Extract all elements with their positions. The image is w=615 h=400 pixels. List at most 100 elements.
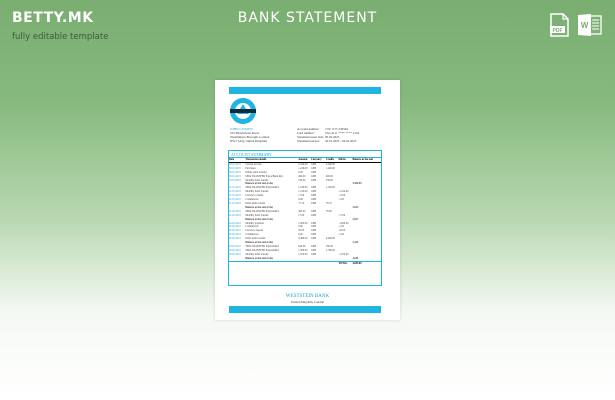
table-cell: 17.00 <box>298 194 305 198</box>
table-cell: 780.00 <box>325 244 333 248</box>
table-row: 31.01.2023 Commission 0.00 GBP -1.20 <box>229 198 381 202</box>
footer-bar <box>229 306 381 313</box>
table-cell: GBP <box>311 190 317 194</box>
table-cell: SEPA TRANSFER PaymentRef. <box>245 248 280 252</box>
table-cell: 2,240.00 <box>325 162 335 166</box>
table-cell: 03.02.2023 <box>229 244 241 248</box>
table-cell: GBP <box>311 174 317 178</box>
table-cell: GBP <box>311 170 317 174</box>
table-cell: GBP <box>311 229 317 233</box>
table-cell: 4,490.00 <box>325 237 335 241</box>
table-row: Balance at the end of day 2,345 <box>229 241 381 245</box>
table-cell: GBP <box>311 209 317 213</box>
footer-location: United Kingdom, London <box>290 300 325 304</box>
column-header: Credits <box>325 158 339 163</box>
pdf-file-icon[interactable]: PDF <box>549 13 570 37</box>
tagline: fully editable template <box>12 32 109 42</box>
table-cell: 1,190.00 <box>298 186 308 190</box>
table-cell: GBP <box>311 248 317 252</box>
word-file-icon[interactable]: W <box>577 13 602 37</box>
table-cell: 30.01.2023 <box>229 178 241 182</box>
table-cell: GBP <box>311 198 317 202</box>
table-cell: 2,240.00 <box>298 162 308 166</box>
table-row: 03.02.2023 SEPA TRANSFER PaymentRef. 640.0… <box>229 245 381 249</box>
table-row: 30.01.2023 Online debit transfer 0.00 GBP <box>229 171 381 175</box>
table-cell: 495.00 <box>298 209 306 213</box>
table-cell: -1.20 <box>338 233 344 237</box>
total-value: 4,645.00 <box>352 260 381 266</box>
bank-logo <box>230 98 256 124</box>
customer-name: JOHN CITIZEN <box>230 127 253 131</box>
table-cell: GBP <box>311 252 317 256</box>
table-cell: GBP <box>311 194 317 198</box>
table-cell: 31.01.2023 <box>229 186 241 190</box>
table-cell: 30.01.2023 <box>229 170 241 174</box>
account-summary: ACCOUNT SUMMARY Date Transaction details A… <box>228 150 382 286</box>
table-row: 30.01.2023 SEPA TRANSFER Payee/Bank Ref. 4… <box>229 175 381 179</box>
table-cell: GBP <box>311 178 317 182</box>
table-cell: 1,240.00 <box>298 166 308 170</box>
table-row: 30.01.2023 Purchases 1,240.00 GBP 1,240.00 <box>229 167 381 171</box>
table-row: 31.01.2023 Debit debit transfer 77.70 GBP 78… <box>229 202 381 206</box>
table-cell: 02.02.2023 <box>229 233 241 237</box>
account-value: 7 00 1175 236504 <box>325 127 348 131</box>
account-label: Statement issue date: <box>297 135 324 139</box>
summary-title: ACCOUNT SUMMARY <box>229 151 381 158</box>
column-header: Date <box>229 158 246 163</box>
table-cell: GBP <box>311 225 317 229</box>
table-cell: GBP <box>311 233 317 237</box>
table-cell: 490.00 <box>298 174 306 178</box>
table-cell: 01.02.2023 <box>229 213 241 217</box>
table-cell: 78.70 <box>325 201 332 205</box>
table-cell: 3,645 <box>352 256 359 260</box>
column-header: Currency <box>311 158 326 163</box>
account-label: Account number: <box>297 127 320 131</box>
table-row: 02.02.2023 Debit debit transfer 4,490.00 GB… <box>229 237 381 241</box>
column-header: Transaction details <box>245 158 299 163</box>
table-cell: 0.00 <box>298 170 303 174</box>
table-cell: 640.00 <box>298 244 306 248</box>
table-cell: Monthly payment <box>245 221 264 225</box>
table-row: 30.01.2023 Monthly debit transfer 530.00 GB… <box>229 179 381 183</box>
table-row: Balance at the end of day 2,637 <box>229 218 381 222</box>
account-label: Card number: <box>297 131 315 135</box>
table-cell: -1.20 <box>338 225 344 229</box>
table-cell: 02.02.2023 <box>229 229 241 233</box>
table-cell: Balance at the end of day <box>245 241 274 245</box>
table-cell: 530.00 <box>298 178 306 182</box>
svg-text:PDF: PDF <box>553 28 563 34</box>
table-cell: GBP <box>311 166 317 170</box>
table-cell: GBP <box>311 162 317 166</box>
total-row: TOTAL 4,645.00 <box>229 260 381 266</box>
table-row: Balance at the end of day 2,623 <box>229 206 381 210</box>
transactions-table: Date Transaction details Amount Currency Cre… <box>229 158 381 266</box>
table-cell: Commission <box>245 233 259 237</box>
table-cell: 02.02.2023 <box>229 237 241 241</box>
table-cell: 4,490.00 <box>298 237 308 241</box>
header-bar <box>229 87 381 94</box>
table-cell: Balance at the end of day <box>245 182 274 186</box>
table-cell: Balance at the end of day <box>245 205 274 209</box>
table-cell: 02.02.2023 <box>229 221 241 225</box>
table-cell: 1,580.00 <box>298 248 308 252</box>
table-row: Balance at the end of day 4,500.00 <box>229 182 381 186</box>
table-cell: -17.00 <box>338 194 346 198</box>
table-cell: 1,214.00 <box>298 190 308 194</box>
table-row: 02.02.2023 Commission 0.00 GBP -1.20 <box>229 233 381 237</box>
table-cell: -1.20 <box>338 198 344 202</box>
column-header: Amount <box>298 158 311 163</box>
table-cell: 1,240.00 <box>325 166 335 170</box>
table-cell: 490.00 <box>325 174 333 178</box>
statement-preview[interactable]: JOHN CITIZEN 232 Marylebone Road, Westmi… <box>215 80 400 320</box>
table-cell: Balance at the end of day <box>245 217 274 221</box>
table-cell: -1,000.00 <box>338 221 349 225</box>
table-cell: 530.00 <box>325 178 333 182</box>
table-cell: 04.02.2023 <box>229 252 241 256</box>
table-row: 02.02.2023 Monthly payment 1,000.00 GBP -1,0… <box>229 222 381 226</box>
table-cell: 2,623 <box>352 205 359 209</box>
table-cell: 1,780.00 <box>325 248 335 252</box>
column-header: Balance at the end <box>352 158 381 163</box>
table-cell: Monthly debit transfer <box>245 213 269 217</box>
table-cell: SEPA TRANSFER PaymentRef. <box>245 186 280 190</box>
svg-text:W: W <box>581 21 589 30</box>
